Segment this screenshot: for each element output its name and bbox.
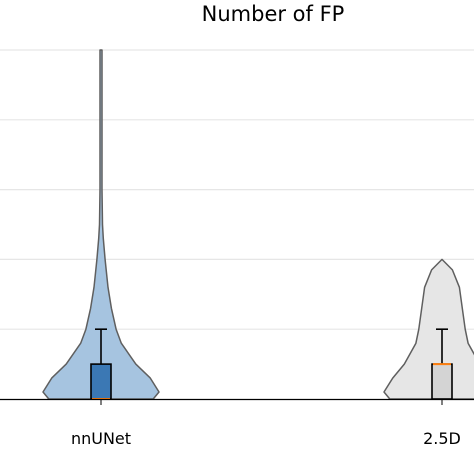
violin-nnUNet (42, 49, 160, 400)
y-gridlines (0, 49, 474, 330)
violin-group (42, 49, 474, 400)
x-tick-label-nnUNet: nnUNet (71, 429, 131, 448)
box-2.5D (431, 363, 453, 400)
x-tick-labels: nnUNet 2.5D (71, 429, 461, 448)
box-nnUNet (90, 363, 112, 400)
chart-title: Number of FP (202, 2, 345, 26)
x-tick-label-2.5D: 2.5D (423, 429, 461, 448)
axes (0, 398, 474, 405)
